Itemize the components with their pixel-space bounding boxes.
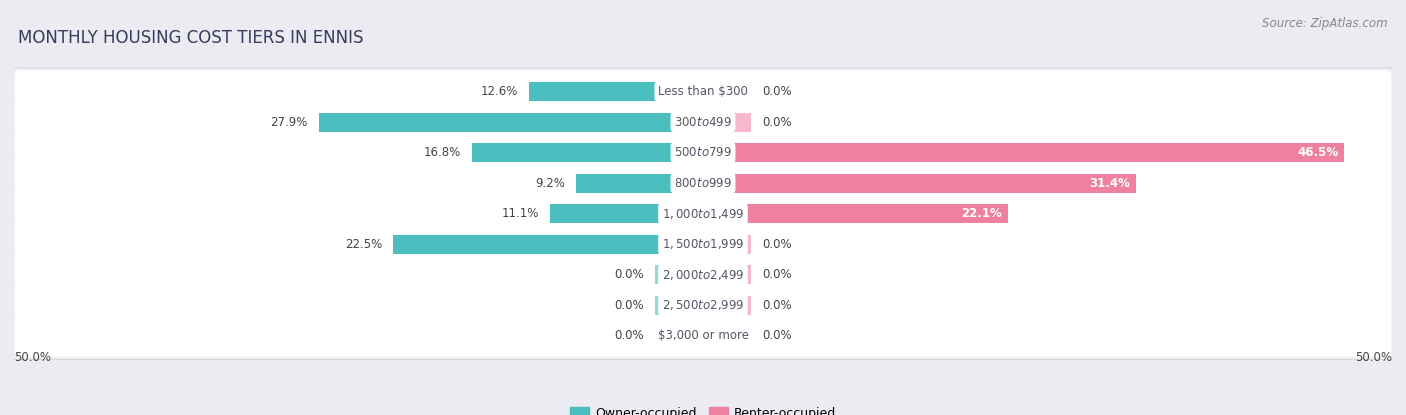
Text: 22.1%: 22.1%	[962, 207, 1002, 220]
Text: 50.0%: 50.0%	[14, 352, 51, 364]
FancyBboxPatch shape	[14, 71, 1392, 112]
Text: 11.1%: 11.1%	[502, 207, 538, 220]
Text: Source: ZipAtlas.com: Source: ZipAtlas.com	[1263, 17, 1388, 29]
Bar	[703, 174, 1136, 193]
FancyBboxPatch shape	[11, 282, 1395, 329]
Text: 12.6%: 12.6%	[481, 85, 519, 98]
Bar	[703, 82, 751, 101]
Text: 31.4%: 31.4%	[1090, 177, 1130, 190]
Text: $2,500 to $2,999: $2,500 to $2,999	[662, 298, 744, 312]
Bar	[703, 204, 1008, 223]
FancyBboxPatch shape	[11, 129, 1395, 176]
Text: 0.0%: 0.0%	[614, 299, 644, 312]
Text: 0.0%: 0.0%	[614, 269, 644, 281]
Text: $500 to $799: $500 to $799	[673, 146, 733, 159]
Bar	[703, 296, 751, 315]
FancyBboxPatch shape	[11, 68, 1395, 115]
Bar	[655, 327, 703, 345]
FancyBboxPatch shape	[14, 285, 1392, 326]
Bar	[703, 112, 751, 132]
FancyBboxPatch shape	[14, 162, 1392, 204]
Text: $1,000 to $1,499: $1,000 to $1,499	[662, 207, 744, 221]
Bar	[655, 265, 703, 284]
Text: 16.8%: 16.8%	[423, 146, 461, 159]
Text: 0.0%: 0.0%	[762, 85, 792, 98]
Text: MONTHLY HOUSING COST TIERS IN ENNIS: MONTHLY HOUSING COST TIERS IN ENNIS	[18, 29, 364, 47]
Text: 50.0%: 50.0%	[1355, 352, 1392, 364]
FancyBboxPatch shape	[14, 224, 1392, 265]
Text: 0.0%: 0.0%	[614, 330, 644, 342]
Text: 0.0%: 0.0%	[762, 299, 792, 312]
Text: 22.5%: 22.5%	[344, 238, 382, 251]
Text: Less than $300: Less than $300	[658, 85, 748, 98]
Text: $1,500 to $1,999: $1,500 to $1,999	[662, 237, 744, 251]
FancyBboxPatch shape	[14, 315, 1392, 357]
Text: $800 to $999: $800 to $999	[673, 177, 733, 190]
Text: 9.2%: 9.2%	[536, 177, 565, 190]
Bar	[703, 235, 751, 254]
FancyBboxPatch shape	[14, 132, 1392, 173]
Bar	[576, 174, 703, 193]
FancyBboxPatch shape	[14, 101, 1392, 143]
Text: 0.0%: 0.0%	[762, 238, 792, 251]
Text: $2,000 to $2,499: $2,000 to $2,499	[662, 268, 744, 282]
FancyBboxPatch shape	[11, 160, 1395, 207]
FancyBboxPatch shape	[14, 193, 1392, 234]
Text: 0.0%: 0.0%	[762, 269, 792, 281]
FancyBboxPatch shape	[11, 312, 1395, 359]
FancyBboxPatch shape	[11, 251, 1395, 298]
Bar	[703, 327, 751, 345]
Bar	[703, 265, 751, 284]
Bar	[655, 296, 703, 315]
FancyBboxPatch shape	[11, 190, 1395, 237]
Text: 0.0%: 0.0%	[762, 115, 792, 129]
Text: $300 to $499: $300 to $499	[673, 115, 733, 129]
Bar	[703, 143, 1344, 162]
Bar	[550, 204, 703, 223]
Text: 46.5%: 46.5%	[1298, 146, 1339, 159]
Text: 27.9%: 27.9%	[270, 115, 308, 129]
FancyBboxPatch shape	[11, 98, 1395, 146]
Text: 0.0%: 0.0%	[762, 330, 792, 342]
Legend: Owner-occupied, Renter-occupied: Owner-occupied, Renter-occupied	[569, 407, 837, 415]
Bar	[392, 235, 703, 254]
Bar	[530, 82, 703, 101]
Bar	[319, 112, 703, 132]
Bar	[471, 143, 703, 162]
Text: $3,000 or more: $3,000 or more	[658, 330, 748, 342]
FancyBboxPatch shape	[11, 221, 1395, 268]
FancyBboxPatch shape	[14, 254, 1392, 295]
